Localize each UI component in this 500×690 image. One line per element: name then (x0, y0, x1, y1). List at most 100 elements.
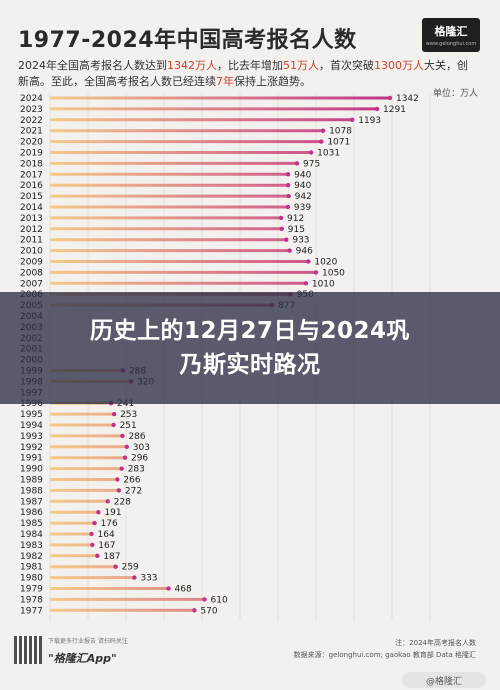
data-label: 286 (128, 432, 145, 442)
category-label: 2010 (20, 247, 43, 257)
data-label: 1291 (383, 105, 406, 115)
data-label: 1050 (322, 268, 345, 278)
bar (50, 281, 306, 285)
bar-end-dot (105, 499, 110, 504)
data-label: 939 (294, 203, 311, 213)
bar (50, 249, 290, 253)
watermark: @格隆汇 (402, 672, 486, 688)
bar-end-dot (306, 259, 311, 264)
category-label: 1987 (20, 497, 43, 507)
bar (50, 521, 95, 525)
category-label: 2008 (20, 268, 43, 278)
bar (50, 554, 98, 558)
bar-end-dot (119, 466, 124, 471)
subtitle-text: ，首次突破 (319, 59, 374, 72)
bar (50, 456, 125, 460)
bar (50, 543, 93, 547)
category-label: 2016 (20, 181, 43, 191)
category-label: 2009 (20, 258, 43, 268)
footer: 下载更多行业报告 请扫码关注 "格隆汇App" 注：2024年高考报名人数 数据… (0, 628, 500, 690)
bar (50, 608, 195, 612)
subtitle-highlight: 1342万人 (167, 59, 217, 72)
bar (50, 227, 282, 231)
subtitle-text: 大关，创新高。至此，全国高考报名人数已经连续 (18, 59, 468, 88)
bar-end-dot (374, 106, 380, 112)
category-label: 2024 (20, 94, 43, 104)
bar-end-dot (111, 411, 117, 417)
data-label: 253 (120, 410, 137, 420)
bar (50, 445, 127, 449)
data-label: 259 (122, 563, 139, 573)
subtitle-text: ，比去年增加 (217, 59, 283, 72)
subtitle-highlight: 7年 (216, 75, 234, 88)
data-label: 975 (303, 159, 320, 169)
unit-label: 单位：万人 (432, 89, 478, 99)
footer-small-text: 下载更多行业报告 请扫码关注 (48, 638, 128, 645)
bar (50, 151, 312, 154)
bar-end-dot (285, 204, 291, 210)
bar (50, 412, 115, 416)
category-label: 1981 (20, 563, 43, 573)
category-label: 1992 (20, 443, 43, 453)
bar (50, 576, 135, 580)
data-label: 228 (114, 497, 131, 507)
category-label: 1979 (20, 585, 43, 595)
data-label: 570 (200, 606, 217, 616)
bar-end-dot (294, 161, 300, 166)
bar (50, 565, 116, 569)
bar-end-dot (115, 477, 120, 482)
category-label: 1977 (20, 606, 43, 616)
category-label: 2021 (20, 127, 43, 137)
bar-end-dot (111, 422, 116, 428)
bar (50, 270, 316, 274)
bar (50, 194, 289, 198)
data-label: 915 (288, 225, 305, 235)
overlay-banner: 历史上的12月27日与2024巩 乃斯实时路况 (0, 292, 500, 404)
data-label: 333 (140, 574, 157, 584)
bar-end-dot (192, 608, 197, 613)
data-label: 468 (175, 585, 192, 595)
bar-end-dot (116, 488, 122, 493)
category-label: 1989 (20, 476, 43, 486)
data-label: 940 (294, 181, 311, 191)
data-label: 933 (292, 236, 309, 246)
bar-end-dot (286, 193, 291, 199)
category-label: 2019 (20, 149, 43, 159)
category-label: 1984 (20, 530, 43, 540)
bar (50, 532, 92, 536)
data-label: 191 (104, 508, 121, 518)
data-label: 912 (287, 214, 304, 224)
data-label: 610 (211, 595, 228, 605)
qr-code-icon (14, 636, 42, 664)
bar (50, 597, 205, 601)
data-label: 176 (101, 519, 118, 529)
data-label: 1031 (317, 149, 340, 159)
category-label: 2013 (20, 214, 43, 224)
bar-end-dot (202, 597, 207, 602)
bar (50, 161, 297, 165)
bar-end-dot (350, 117, 355, 123)
category-label: 2012 (20, 225, 43, 235)
category-label: 2018 (20, 159, 43, 169)
bar (50, 260, 309, 263)
category-label: 2014 (20, 203, 43, 213)
data-label: 266 (123, 476, 140, 486)
bar (50, 118, 353, 122)
logo-text: 格隆汇 (434, 25, 468, 38)
category-label: 2022 (20, 116, 43, 126)
data-label: 942 (295, 192, 312, 202)
bar (50, 478, 118, 481)
bar (50, 140, 322, 144)
category-label: 2011 (20, 236, 43, 246)
footer-note: 注：2024年高考报名人数 (395, 639, 476, 647)
data-label: 167 (98, 541, 115, 551)
category-label: 2007 (20, 279, 43, 289)
bar-end-dot (285, 172, 291, 177)
data-label: 303 (133, 443, 150, 453)
bar (50, 205, 288, 209)
bar-end-dot (122, 455, 128, 460)
bar-end-dot (132, 575, 137, 580)
category-label: 2015 (20, 192, 43, 202)
data-label: 241 (117, 399, 134, 409)
bar (50, 238, 287, 242)
